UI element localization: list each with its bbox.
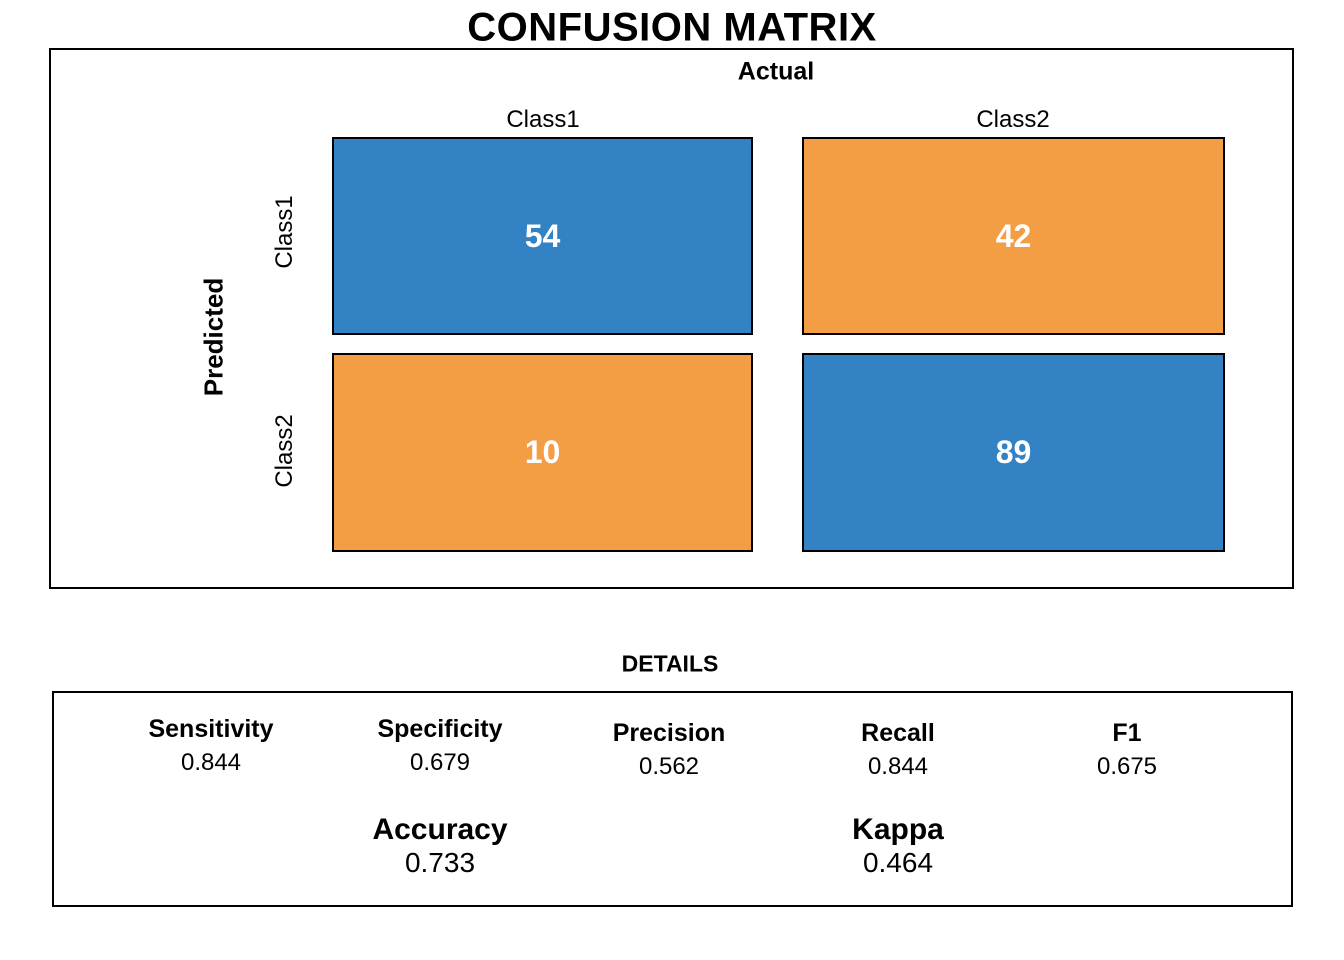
stat-accuracy: Accuracy 0.733: [372, 812, 507, 879]
cell-value: 54: [524, 217, 561, 254]
stat-value: 0.733: [404, 847, 476, 878]
matrix-cell-pred2-actual2: 89: [802, 353, 1225, 552]
stat-label: F1: [1112, 719, 1142, 747]
cell-value: 89: [995, 434, 1032, 470]
stat-f1: F1 0.675: [1097, 713, 1157, 784]
col-header-class2: Class2: [976, 106, 1050, 133]
stat-value: 0.679: [409, 749, 471, 776]
stat-label: Kappa: [852, 813, 944, 846]
stat-value: 0.844: [867, 753, 929, 780]
row-header-class1: Class1: [271, 195, 298, 269]
stat-precision: Precision 0.562: [613, 713, 726, 784]
cell-value: 42: [995, 217, 1032, 254]
stat-recall: Recall 0.844: [861, 713, 935, 784]
matrix-cell-pred2-actual1: 10: [332, 353, 753, 552]
matrix-cell-pred1-actual2: 42: [802, 137, 1225, 335]
page-title: CONFUSION MATRIX: [467, 5, 877, 50]
details-panel: [52, 691, 1293, 907]
matrix-cell-pred1-actual1: 54: [332, 137, 753, 335]
stat-kappa: Kappa 0.464: [852, 812, 944, 879]
stat-label: Sensitivity: [148, 715, 274, 743]
stat-sensitivity: Sensitivity 0.844: [148, 713, 273, 780]
row-header-class2: Class2: [271, 414, 298, 488]
col-header-class1: Class1: [506, 106, 580, 133]
stat-label: Precision: [612, 719, 726, 747]
stat-label: Accuracy: [372, 813, 508, 846]
stat-label: Specificity: [377, 715, 503, 743]
actual-axis-label: Actual: [737, 57, 815, 86]
stat-value: 0.675: [1096, 753, 1158, 780]
stat-value: 0.562: [638, 753, 700, 780]
details-title: DETAILS: [621, 650, 719, 677]
stat-label: Recall: [861, 719, 935, 747]
cell-value: 10: [524, 434, 561, 470]
predicted-axis-label: Predicted: [198, 277, 229, 397]
stat-value: 0.464: [862, 847, 934, 878]
stat-specificity: Specificity 0.679: [377, 713, 502, 780]
stat-value: 0.844: [180, 749, 242, 776]
